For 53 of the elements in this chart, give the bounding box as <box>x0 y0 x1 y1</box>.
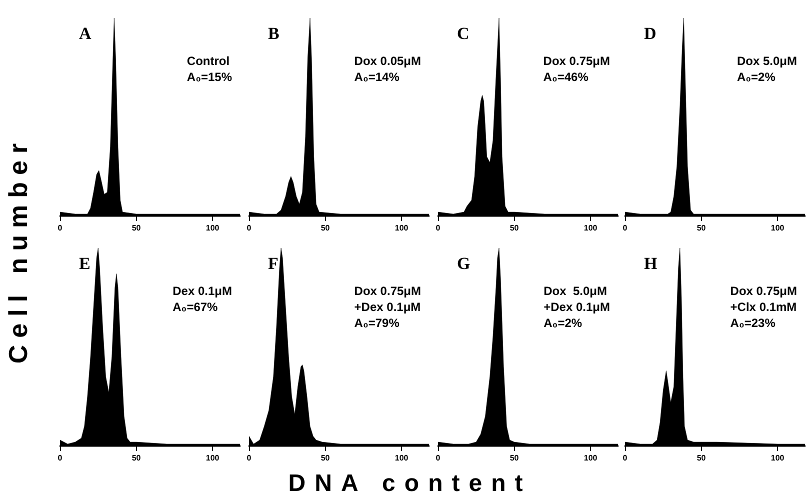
annotation: Dex 0.1μM <box>172 284 232 298</box>
x-tick-label: 100 <box>770 224 785 232</box>
x-tick-label: 50 <box>320 224 330 232</box>
x-tick-label: 100 <box>206 224 220 232</box>
annotation: Dox 5.0μM <box>736 54 798 68</box>
annotation: +Dex 0.1μM <box>544 300 610 314</box>
chart-title: G <box>457 254 470 273</box>
x-tick-label: 50 <box>696 224 706 232</box>
chart-title: C <box>457 24 470 43</box>
annotation: Dox 0.75μM <box>354 284 422 298</box>
x-tick-label: 50 <box>510 454 520 462</box>
x-tick-label: 100 <box>394 224 409 232</box>
x-tick-label: 0 <box>436 454 441 462</box>
annotation: Dox 0.75μM <box>730 284 798 298</box>
annotation: Dox 5.0μM <box>544 284 607 298</box>
annotation: A₀=23% <box>730 316 776 330</box>
x-tick-label: 100 <box>770 454 785 462</box>
annotation: +Dex 0.1μM <box>354 300 421 314</box>
chart-title: A <box>79 24 92 43</box>
annotation: Dox 0.75μM <box>543 54 610 68</box>
annotation: A₀=2% <box>544 316 582 330</box>
annotation: Dox 0.05μM <box>354 54 422 68</box>
x-tick-label: 0 <box>622 454 628 462</box>
x-tick-label: 0 <box>436 224 441 232</box>
x-tick-label: 100 <box>584 454 598 462</box>
annotation: Control <box>186 54 230 68</box>
x-tick-label: 100 <box>394 454 409 462</box>
x-tick-label: 0 <box>246 224 252 232</box>
x-tick-label: 50 <box>696 454 706 462</box>
annotation: A₀=67% <box>172 300 218 314</box>
annotation: A₀=15% <box>186 70 232 84</box>
x-tick-label: 0 <box>622 224 628 232</box>
chart-title: D <box>644 24 656 43</box>
x-tick-label: 0 <box>58 224 63 232</box>
x-tick-label: 0 <box>246 454 252 462</box>
chart-title: B <box>268 24 280 43</box>
x-tick-label: 100 <box>584 224 598 232</box>
annotation: A₀=2% <box>736 70 776 84</box>
annotation: +Clx 0.1mM <box>730 300 797 314</box>
chart-title: H <box>644 254 658 273</box>
annotation: A₀=79% <box>354 316 400 330</box>
annotation: A₀=14% <box>354 70 400 84</box>
x-tick-label: 50 <box>510 224 520 232</box>
annotation: A₀=46% <box>543 70 589 84</box>
x-tick-label: 50 <box>320 454 330 462</box>
x-tick-label: 50 <box>132 454 142 462</box>
x-tick-label: 50 <box>132 224 142 232</box>
chart-title: F <box>268 254 278 273</box>
x-tick-label: 100 <box>206 454 220 462</box>
chart-title: E <box>79 254 90 273</box>
x-tick-label: 0 <box>58 454 63 462</box>
y-axis-title: Cell number <box>3 135 33 366</box>
x-axis-title: DNA content <box>287 470 533 498</box>
